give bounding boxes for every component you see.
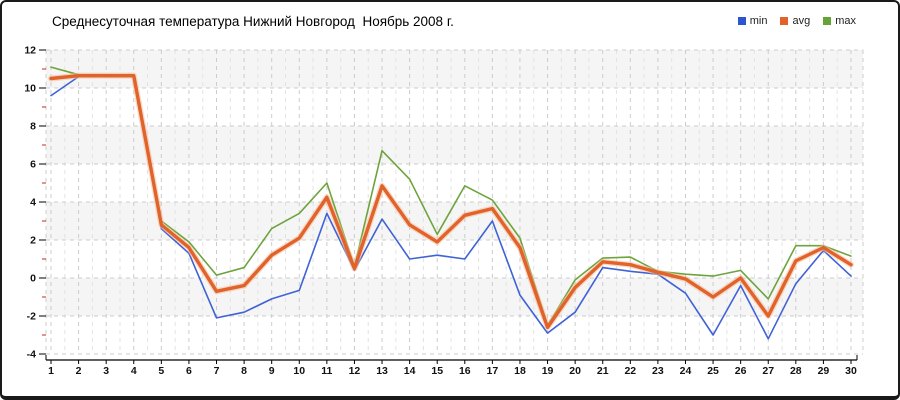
svg-text:16: 16: [459, 365, 471, 377]
svg-text:29: 29: [818, 365, 830, 377]
svg-text:15: 15: [431, 365, 443, 377]
legend-label-min: min: [749, 15, 768, 27]
svg-text:1: 1: [48, 365, 54, 377]
svg-text:18: 18: [514, 365, 526, 377]
legend-item-max: max: [823, 15, 856, 27]
svg-text:17: 17: [487, 365, 499, 377]
legend-swatch-min-icon: [737, 17, 746, 25]
svg-text:-4: -4: [27, 349, 36, 361]
svg-text:2: 2: [30, 235, 36, 247]
svg-text:24: 24: [680, 365, 692, 377]
legend-item-min: min: [737, 15, 768, 27]
svg-text:26: 26: [735, 365, 747, 377]
svg-text:12: 12: [349, 365, 361, 377]
svg-text:23: 23: [652, 365, 664, 377]
svg-text:-2: -2: [27, 311, 36, 323]
svg-text:25: 25: [707, 365, 719, 377]
svg-text:4: 4: [131, 365, 137, 377]
svg-text:22: 22: [624, 365, 636, 377]
svg-text:12: 12: [24, 45, 36, 57]
svg-text:8: 8: [30, 121, 36, 133]
svg-text:2: 2: [76, 365, 82, 377]
svg-text:14: 14: [404, 365, 416, 377]
svg-text:19: 19: [542, 365, 554, 377]
svg-text:10: 10: [24, 83, 36, 95]
svg-text:27: 27: [762, 365, 774, 377]
svg-text:20: 20: [569, 365, 581, 377]
chart-legend: min avg max: [737, 15, 856, 27]
svg-text:7: 7: [214, 365, 220, 377]
svg-text:30: 30: [845, 365, 857, 377]
legend-label-max: max: [835, 15, 856, 27]
svg-text:6: 6: [186, 365, 192, 377]
svg-text:28: 28: [790, 365, 802, 377]
svg-text:21: 21: [597, 365, 609, 377]
legend-swatch-avg-icon: [780, 17, 789, 25]
svg-text:5: 5: [158, 365, 164, 377]
svg-text:8: 8: [241, 365, 247, 377]
legend-swatch-max-icon: [823, 17, 832, 25]
svg-text:13: 13: [376, 365, 388, 377]
svg-text:9: 9: [269, 365, 275, 377]
legend-item-avg: avg: [780, 15, 810, 27]
svg-text:11: 11: [321, 365, 332, 377]
chart-title: Среднесуточная температура Нижний Новгор…: [52, 14, 454, 29]
svg-text:4: 4: [30, 197, 36, 209]
svg-text:10: 10: [293, 365, 305, 377]
svg-text:0: 0: [30, 273, 36, 285]
legend-label-avg: avg: [792, 15, 811, 27]
svg-text:6: 6: [30, 159, 36, 171]
svg-text:3: 3: [103, 365, 109, 377]
